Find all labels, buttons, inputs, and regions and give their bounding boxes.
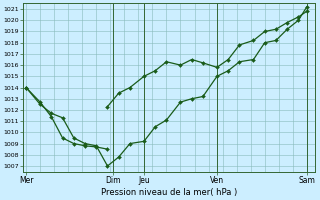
X-axis label: Pression niveau de la mer( hPa ): Pression niveau de la mer( hPa ) <box>101 188 237 197</box>
